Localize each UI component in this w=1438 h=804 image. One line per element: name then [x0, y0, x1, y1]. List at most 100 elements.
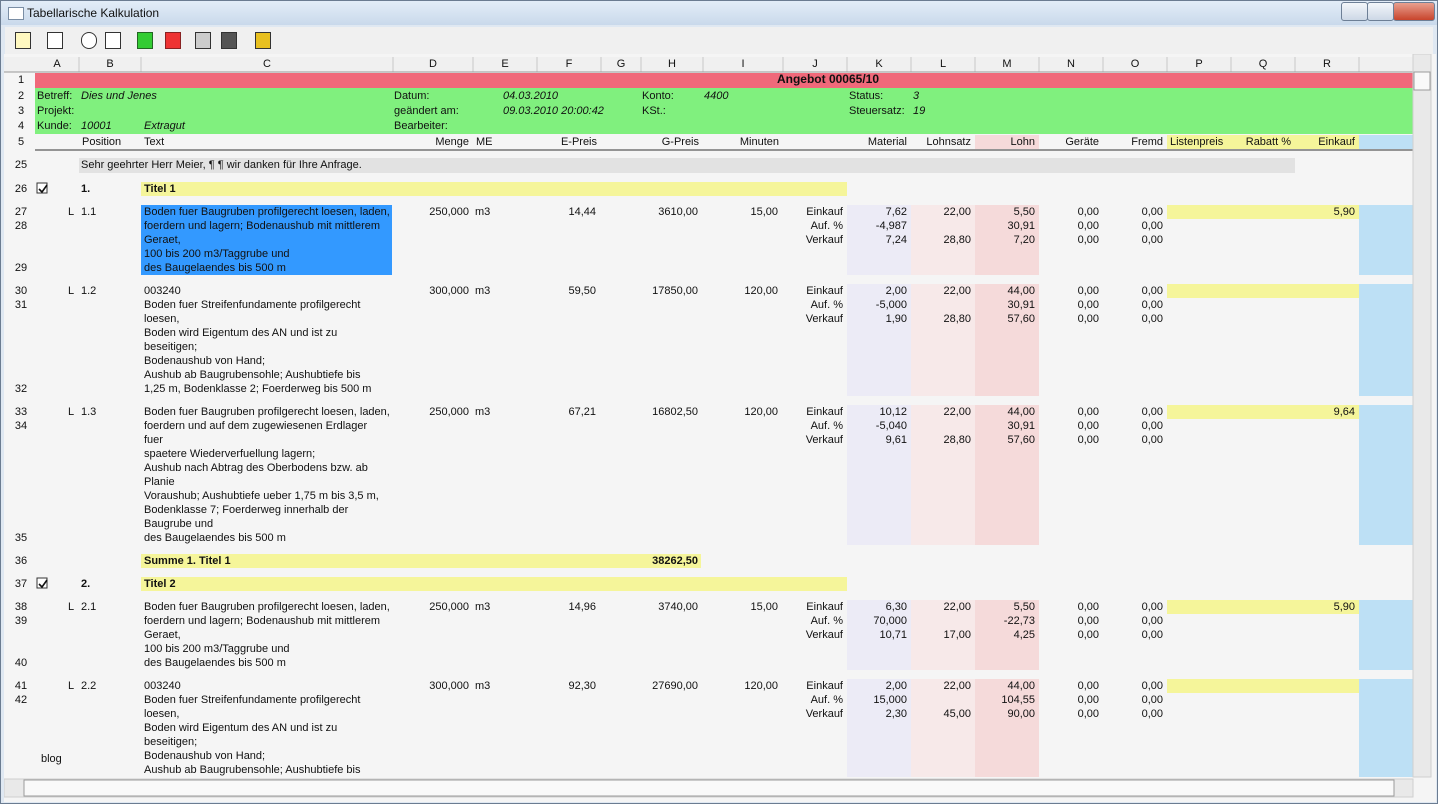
title-band	[141, 182, 847, 196]
flag-green-button[interactable]	[137, 32, 153, 49]
calc-value: -22,73	[1004, 615, 1035, 627]
calc-value: 0,00	[1078, 420, 1099, 432]
calc-value: 22,00	[943, 680, 971, 692]
column-title: Minuten	[740, 136, 779, 148]
me: m3	[475, 601, 490, 613]
item-text: Bodenaushub von Hand;	[144, 355, 265, 367]
calc-value: 30,91	[1007, 299, 1035, 311]
g-preis: 3610,00	[658, 206, 698, 218]
calc-value: 0,00	[1142, 680, 1163, 692]
calc-value: 0,00	[1142, 220, 1163, 232]
row-number: 39	[15, 615, 27, 627]
calc-value: 70,000	[873, 615, 907, 627]
item-text: loesen,	[144, 313, 179, 325]
item-text: Aushub nach Abtrag des Oberbodens bzw. a…	[144, 462, 368, 474]
item-text: 100 bis 200 m3/Taggrube und	[144, 248, 290, 260]
item-text: Boden wird Eigentum des AN und ist zu	[144, 722, 337, 734]
column-letter: D	[429, 58, 437, 70]
column-title: Einkauf	[1318, 136, 1356, 148]
title-bar: Tabellarische Kalkulation	[1, 1, 1437, 25]
lohn-header	[975, 135, 1039, 149]
me: m3	[475, 406, 490, 418]
checkmark	[38, 184, 48, 194]
menge: 250,000	[429, 206, 469, 218]
calc-label: Verkauf	[806, 313, 844, 325]
calc-value: 5,50	[1014, 206, 1035, 218]
vertical-scrollbar[interactable]	[1412, 54, 1432, 778]
h-scroll-thumb[interactable]	[23, 779, 1395, 797]
offer-row	[35, 73, 1413, 88]
calc-value: 2,00	[886, 285, 907, 297]
einkauf: 5,90	[1334, 206, 1355, 218]
exit-button[interactable]	[255, 32, 271, 49]
calc-label: Einkauf	[806, 601, 844, 613]
item-text: 003240	[144, 285, 181, 297]
info-label: Datum:	[394, 90, 429, 102]
maximize-button[interactable]	[1367, 2, 1394, 21]
calc-value: 0,00	[1078, 285, 1099, 297]
item-text: foerdern und lagern; Bodenaushub mit mit…	[144, 220, 380, 232]
blue-column	[1359, 405, 1413, 545]
table-button[interactable]	[195, 32, 211, 49]
row-number: 33	[15, 406, 27, 418]
calc-value: 30,91	[1007, 420, 1035, 432]
new-button[interactable]	[15, 32, 31, 49]
item-text: Voraushub; Aushubtiefe ueber 1,75 m bis …	[144, 490, 379, 502]
calc-value: 0,00	[1142, 313, 1163, 325]
column-letter: A	[53, 58, 61, 70]
calc-value: 0,00	[1078, 629, 1099, 641]
calc-value: 57,60	[1007, 313, 1035, 325]
calc-value: 4,25	[1014, 629, 1035, 641]
calc-value: 0,00	[1142, 285, 1163, 297]
calc-label: Einkauf	[806, 680, 844, 692]
calc-value: 0,00	[1078, 299, 1099, 311]
calc-label: Verkauf	[806, 234, 844, 246]
sum-text: Summe 1. Titel 1	[144, 555, 231, 567]
flag-red-button[interactable]	[165, 32, 181, 49]
lohn-column	[975, 284, 1039, 396]
print-button[interactable]	[47, 32, 63, 49]
info-value: 19	[913, 105, 925, 117]
scroll-thumb[interactable]	[1413, 71, 1431, 91]
info-value: Dies und Jenes	[81, 90, 157, 102]
offer-title: Angebot 00065/10	[777, 72, 879, 86]
column-letter: I	[741, 58, 744, 70]
row-number: 28	[15, 220, 27, 232]
material-column	[847, 205, 911, 275]
einkauf: 9,64	[1334, 406, 1355, 418]
info-label: Status:	[849, 90, 883, 102]
info-button[interactable]	[81, 32, 97, 49]
lohnsatz-column	[911, 205, 975, 275]
me: m3	[475, 680, 490, 692]
item-marker: L	[68, 285, 74, 297]
column-title: Rabatt %	[1246, 136, 1291, 148]
minimize-button[interactable]	[1341, 2, 1368, 21]
price-band	[1167, 679, 1359, 693]
price-band	[1167, 205, 1359, 219]
calc-value: 15,000	[873, 694, 907, 706]
item-text: Bodenklasse 7; Foerderweg innerhalb der	[144, 504, 349, 516]
g-preis: 3740,00	[658, 601, 698, 613]
item-text: des Baugelaendes bis 500 m	[144, 262, 286, 274]
row-number: 1	[18, 74, 24, 86]
calc-button[interactable]	[221, 32, 237, 49]
column-letter: B	[106, 58, 113, 70]
sum-band	[141, 554, 701, 568]
watermark: blog	[41, 753, 62, 765]
item-text: Geraet,	[144, 234, 181, 246]
title-band	[141, 577, 847, 591]
close-button[interactable]	[1393, 2, 1435, 21]
item-text: des Baugelaendes bis 500 m	[144, 532, 286, 544]
price-band	[1167, 405, 1359, 419]
calc-label: Verkauf	[806, 708, 844, 720]
item-text: spaetere Wiederverfuellung lagern;	[144, 448, 315, 460]
doc-button[interactable]	[105, 32, 121, 49]
row-number: 38	[15, 601, 27, 613]
item-marker: L	[68, 406, 74, 418]
calc-value: 0,00	[1078, 708, 1099, 720]
material-column	[847, 679, 911, 777]
calc-label: Auf. %	[811, 299, 844, 311]
calc-label: Einkauf	[806, 206, 844, 218]
row-number: 5	[18, 136, 24, 148]
